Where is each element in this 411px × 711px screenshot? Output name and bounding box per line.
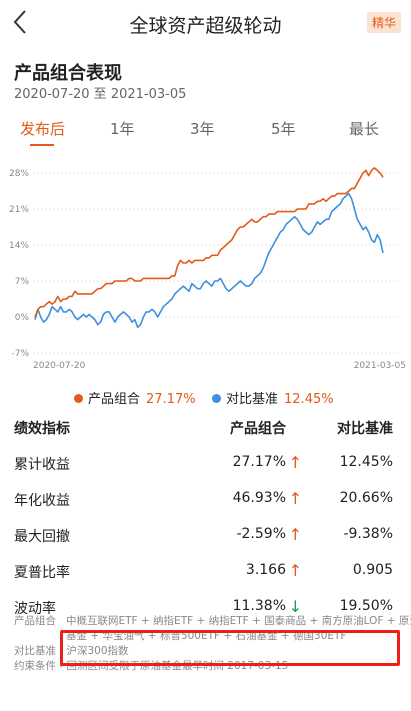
legend-benchmark-value: 12.45%: [284, 392, 334, 407]
y-tick-label: -7%: [11, 349, 29, 359]
y-tick-label: 14%: [9, 241, 29, 251]
table-row: 年化收益 46.93% ↑ 20.66%: [0, 489, 411, 526]
legend-benchmark-label: 对比基准: [226, 392, 279, 407]
tab-3-year[interactable]: 3年: [190, 120, 215, 138]
composition-line-2: 基金 + 华宝油气 + 标普500ETF + 石油基金 + 德国30ETF: [66, 630, 347, 642]
legend-benchmark: 对比基准 12.45%: [212, 388, 334, 407]
benchmark-value: -9.38%: [343, 526, 393, 542]
series-line: [34, 192, 384, 329]
period-tabs: 发布后 1年 3年 5年 最长: [0, 118, 411, 148]
trend-up-icon: ↑: [288, 489, 302, 508]
metric-label: 夏普比率: [14, 565, 70, 581]
x-tick-end: 2021-03-05: [354, 361, 406, 371]
legend-portfolio-value: 27.17%: [146, 392, 196, 407]
metric-label: 最大回撤: [14, 529, 70, 545]
tab-1-year[interactable]: 1年: [110, 120, 135, 138]
benchmark-value: 20.66%: [339, 490, 393, 506]
table-row: 夏普比率 3.166 ↑ 0.905: [0, 561, 411, 598]
table-row: 波动率 11.38% ↓ 19.50%: [0, 597, 411, 634]
date-range: 2020-07-20 至 2021-03-05: [14, 87, 187, 102]
page-title: 全球资产超级轮动: [129, 15, 282, 37]
x-tick-start: 2020-07-20: [33, 361, 86, 371]
trend-up-icon: ↑: [288, 453, 302, 472]
tab-5-year[interactable]: 5年: [271, 120, 296, 138]
tab-max[interactable]: 最长: [349, 120, 380, 138]
benchmark-value: 0.905: [352, 562, 393, 578]
portfolio-value: 11.38% ↓: [232, 597, 302, 616]
benchmark-dot-icon: [212, 394, 221, 403]
back-arrow-icon[interactable]: [10, 9, 32, 35]
performance-line-chart: 28% 21% 14% 7% 0% -7% 2020-07-20 2021-03-05: [9, 167, 406, 371]
series-line: [34, 167, 384, 318]
y-tick-label: 21%: [9, 205, 29, 215]
benchmark-value: 19.50%: [339, 598, 393, 614]
trend-down-icon: ↓: [288, 597, 302, 616]
composition-label: 产品组合: [14, 615, 56, 627]
legend-portfolio: 产品组合 27.17%: [74, 388, 196, 407]
portfolio-value: 3.166 ↑: [245, 561, 302, 580]
highlight-box: [60, 630, 400, 666]
featured-badge: 精华: [366, 12, 401, 33]
metric-label: 累计收益: [14, 457, 70, 473]
table-row: 最大回撤 -2.59% ↑ -9.38%: [0, 525, 411, 562]
trend-up-icon: ↑: [288, 561, 302, 580]
portfolio-dot-icon: [74, 394, 83, 403]
tab-since-publish[interactable]: 发布后: [20, 120, 66, 138]
benchmark-value: 12.45%: [339, 454, 393, 470]
benchmark-note: 对比基准 - 沪深300指数: [14, 645, 129, 657]
metric-label: 年化收益: [14, 493, 70, 509]
portfolio-value: -2.59% ↑: [236, 525, 302, 544]
trend-up-icon: ↑: [288, 525, 302, 544]
y-tick-label: 7%: [15, 277, 30, 287]
portfolio-value: 46.93% ↑: [232, 489, 302, 508]
y-tick-label: 28%: [9, 169, 29, 179]
top-bar: 全球资产超级轮动 精华: [0, 0, 411, 46]
active-tab-indicator: [30, 144, 54, 146]
header-metric: 绩效指标: [14, 421, 70, 437]
table-row: 累计收益 27.17% ↑ 12.45%: [0, 453, 411, 490]
portfolio-value: 27.17% ↑: [232, 453, 302, 472]
composition-line-1: 中概互联网ETF + 纳指ETF + 纳指ETF + 国泰商品 + 南方原油LO…: [66, 615, 411, 627]
y-tick-label: 0%: [15, 313, 30, 323]
table-header: 绩效指标 产品组合 对比基准: [0, 418, 411, 454]
legend-portfolio-label: 产品组合: [88, 392, 141, 407]
header-benchmark: 对比基准: [337, 421, 393, 437]
metric-label: 波动率: [14, 601, 56, 617]
section-heading: 产品组合表现: [14, 63, 122, 84]
header-portfolio: 产品组合: [230, 421, 286, 437]
